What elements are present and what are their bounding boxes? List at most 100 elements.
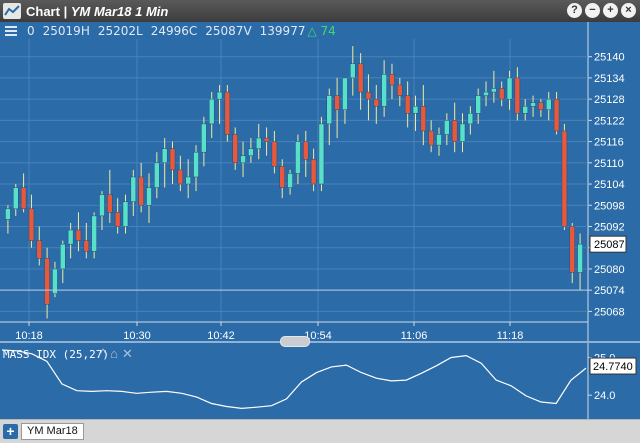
price-tick-label: 25080 (594, 264, 625, 276)
mass-index-pane: 25.024.024.7740 (1, 349, 637, 410)
candle (397, 77, 403, 107)
candle (373, 84, 380, 124)
close-value: 24996C (150, 23, 198, 38)
candle (538, 99, 544, 117)
candle (522, 99, 528, 121)
current-price-tag: 25087 (589, 235, 627, 253)
candle (91, 212, 97, 259)
price-tick-label: 25074 (594, 285, 625, 297)
candle (514, 67, 521, 121)
candle (428, 120, 434, 153)
candle (255, 123, 262, 160)
candle (295, 134, 301, 185)
volume-value: 139977 (259, 23, 306, 38)
time-tick-label: 11:06 (401, 330, 428, 342)
candle (83, 222, 90, 259)
price-tick-label: 25092 (594, 221, 625, 233)
menu-icon[interactable] (5, 25, 17, 36)
scroll-handle[interactable] (280, 336, 310, 347)
settings-icon[interactable]: ⌂ (110, 346, 118, 361)
chart-canvas[interactable]: 25140 25134 25128 25122 25116 25110 25104 25098… (0, 0, 640, 419)
candle (404, 81, 411, 128)
candle (412, 95, 419, 131)
price-tick-label: 25140 (594, 52, 625, 64)
candle (99, 191, 105, 231)
candle (365, 74, 372, 121)
candle (248, 138, 254, 163)
candle (350, 46, 356, 96)
help-button[interactable]: ? (567, 3, 582, 18)
low-value: 25202L (97, 23, 143, 38)
candle (201, 116, 207, 167)
candle (75, 212, 82, 252)
candle (271, 130, 278, 174)
candle (420, 84, 427, 146)
candle (185, 159, 191, 199)
candle (67, 222, 74, 259)
candle (451, 102, 458, 153)
candle (334, 77, 340, 139)
close-button[interactable]: × (621, 3, 636, 18)
last-value: 25087V (205, 23, 252, 38)
candle (232, 127, 238, 170)
time-tick-label: 10:30 (123, 330, 151, 342)
candle (483, 81, 489, 107)
candle (506, 70, 513, 110)
minimize-button[interactable]: − (585, 3, 600, 18)
price-tick-label: 25134 (594, 73, 625, 85)
price-tick-label: 25122 (594, 115, 625, 127)
candle (467, 106, 474, 135)
change-value: △ 74 (307, 23, 336, 38)
candle (569, 222, 575, 284)
candle (263, 127, 270, 156)
time-axis: 10:18 10:30 10:42 10:54 11:06 11:18 (0, 321, 588, 342)
indicator-tools: ^ ⌂ ✕ (100, 346, 133, 362)
price-tick-label: 25128 (594, 94, 625, 106)
candle (342, 77, 348, 124)
candle (13, 184, 19, 216)
add-symbol-button[interactable]: + (3, 424, 18, 439)
title-app: Chart (26, 3, 60, 19)
mass-index-line (1, 349, 587, 410)
candle (279, 159, 285, 199)
candle (310, 148, 317, 192)
symbol-tab[interactable]: YM Mar18 (21, 423, 84, 440)
time-tick-label: 10:42 (207, 330, 235, 342)
candle (444, 113, 450, 146)
candle (130, 169, 137, 216)
price-axis: 25140 25134 25128 25122 25116 25110 25104 25098… (588, 52, 627, 318)
candle (436, 127, 442, 156)
candle (154, 152, 160, 199)
ohlc-info-bar: 0 25019H 25202L 24996C 25087V 139977 △ 7… (0, 22, 588, 39)
candle (193, 145, 199, 192)
price-tick-label: 25110 (594, 158, 624, 170)
window-title: Chart | YM Mar18 1 Min (26, 4, 168, 19)
candle (357, 53, 364, 110)
mass-tick-label: 24.0 (594, 390, 615, 402)
candle (146, 173, 152, 223)
pane-divider[interactable] (0, 341, 640, 343)
candle (44, 247, 50, 319)
svg-text:25087: 25087 (594, 239, 625, 251)
remove-icon[interactable]: ✕ (121, 346, 133, 361)
collapse-icon[interactable]: ^ (100, 346, 107, 361)
time-tick-label: 11:18 (497, 330, 524, 342)
svg-text:24.7740: 24.7740 (593, 361, 633, 373)
candle (389, 63, 395, 100)
candle (577, 233, 583, 291)
time-tick-label: 10:18 (15, 330, 43, 342)
title-symbol: YM Mar18 1 Min (70, 3, 169, 19)
high-value: 25019H (42, 23, 90, 38)
candle (530, 95, 536, 117)
maximize-button[interactable]: + (603, 3, 618, 18)
candle (36, 226, 43, 266)
price-tick-label: 25104 (594, 179, 625, 191)
candle (224, 84, 231, 142)
candle (381, 60, 387, 117)
candle (553, 92, 560, 135)
mass-current-value-tag: 24.7740 (589, 357, 637, 375)
candle (491, 70, 497, 103)
bottom-bar: + YM Mar18 (0, 419, 640, 443)
candle (475, 88, 481, 124)
title-bar: Chart | YM Mar18 1 Min ? − + × (0, 0, 640, 22)
